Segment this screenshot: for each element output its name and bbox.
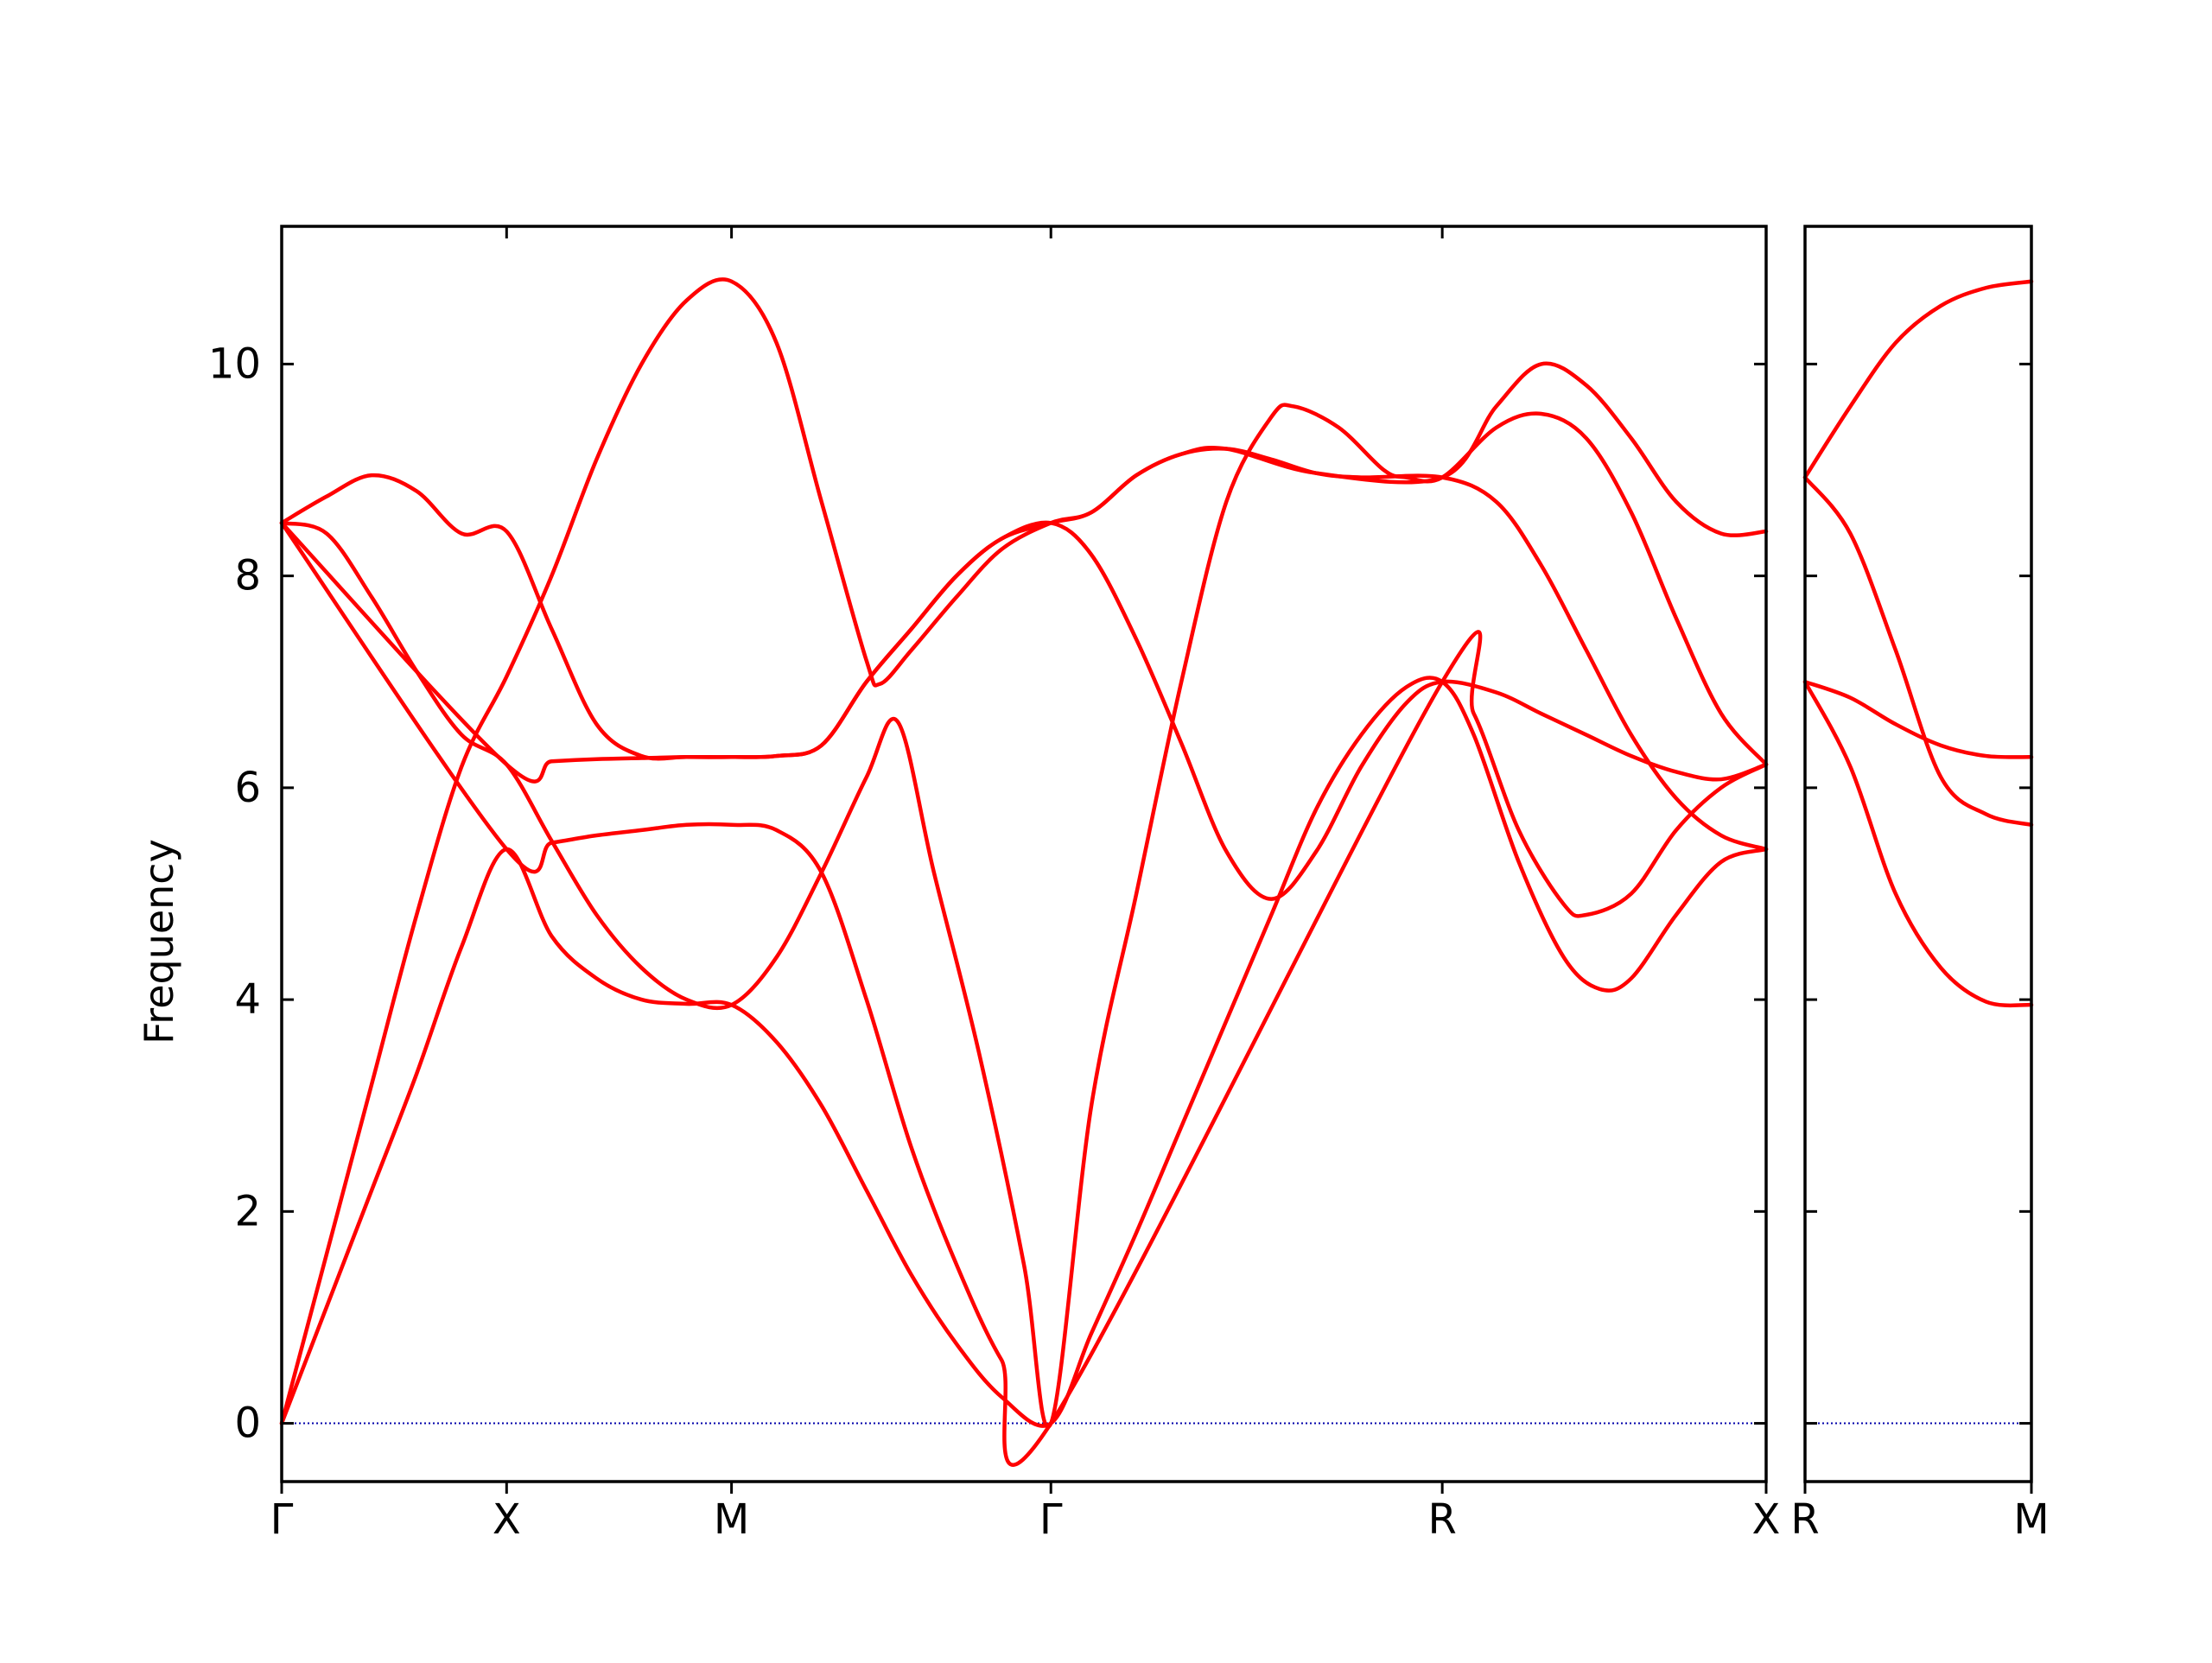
band-line [279, 676, 1769, 1428]
y-axis-label: Frequency [136, 839, 182, 1044]
x-tick-label: M [714, 1495, 749, 1544]
x-tick-label: R [1790, 1495, 1819, 1544]
x-tick-label: Γ [270, 1495, 294, 1544]
y-tick-label: 0 [234, 1400, 261, 1448]
y-tick-label: 10 [208, 340, 261, 388]
band-line [1802, 475, 2034, 828]
plot-frame [280, 225, 1768, 1483]
band-line [279, 473, 1769, 901]
ticks-layer [280, 226, 2033, 1494]
band-line [279, 277, 1769, 1425]
x-tick-label: X [493, 1495, 521, 1544]
y-tick-label: 6 [234, 764, 261, 812]
y-tick-label: 4 [234, 975, 261, 1024]
band-line [1802, 680, 2034, 1008]
x-tick-label: Γ [1039, 1495, 1063, 1544]
y-tick-label: 2 [234, 1187, 261, 1235]
band-line [279, 361, 1769, 784]
band-line [279, 521, 1769, 1467]
band-line [279, 403, 1769, 1429]
band-series-layer [279, 277, 2034, 1467]
band-line [1802, 680, 2034, 759]
plot-frame [1803, 225, 2033, 1483]
axes-layer [280, 225, 2033, 1483]
x-tick-label: X [1752, 1495, 1781, 1544]
y-tick-label: 8 [234, 552, 261, 600]
x-tick-label: M [2013, 1495, 2049, 1544]
x-tick-label: R [1427, 1495, 1456, 1544]
band-line [1802, 279, 2034, 479]
